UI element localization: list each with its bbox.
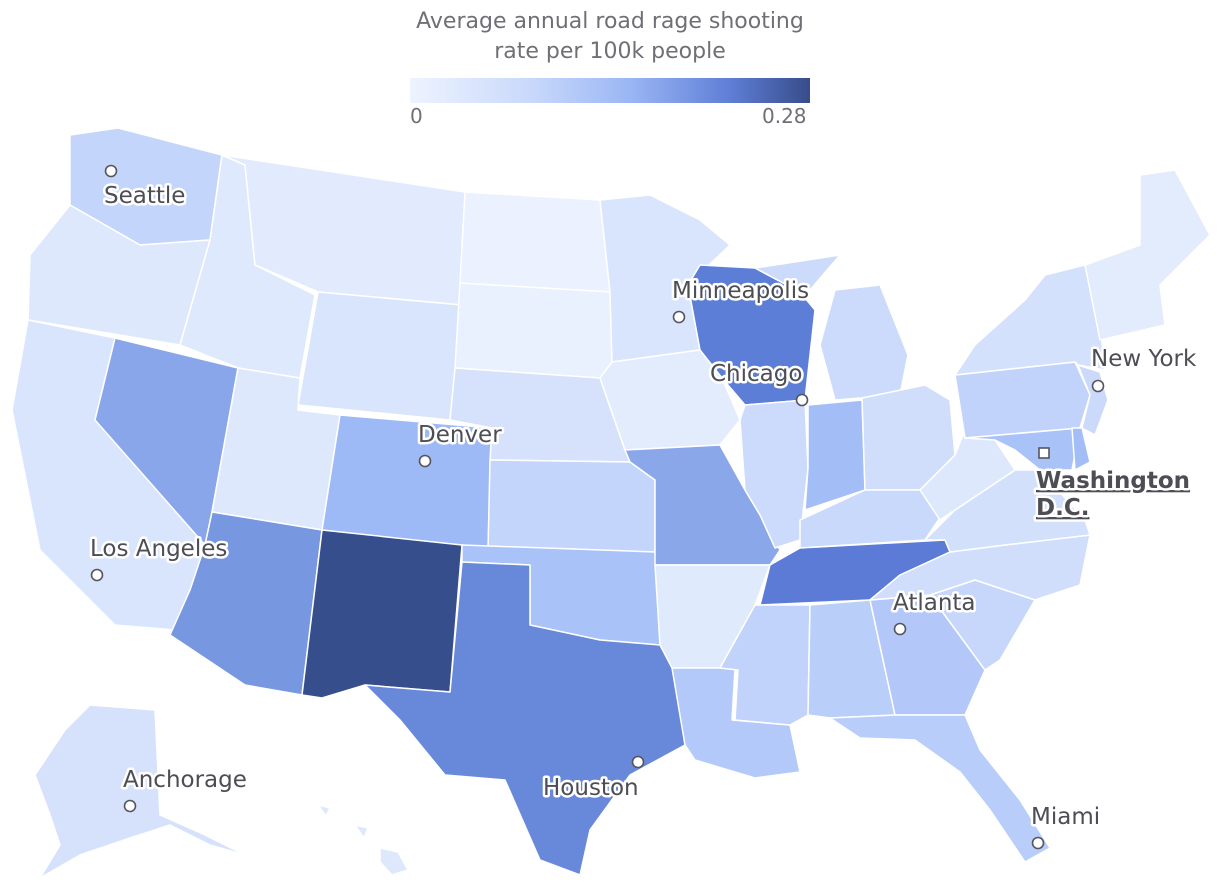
city-label-seattle: Seattle bbox=[104, 183, 185, 209]
state-alaska[interactable] bbox=[34, 704, 246, 879]
city-anchorage: Anchorage bbox=[121, 765, 249, 813]
state-south-dakota[interactable] bbox=[454, 282, 613, 379]
city-label-dc: D.C. bbox=[1036, 495, 1089, 521]
city-marker bbox=[90, 568, 104, 582]
city-marker bbox=[1091, 379, 1105, 393]
state-new-england[interactable] bbox=[1084, 169, 1211, 341]
city-label-chicago: Chicago bbox=[710, 361, 802, 387]
city-miami: Miami bbox=[1029, 802, 1103, 850]
city-marker bbox=[893, 622, 907, 636]
state-kansas[interactable] bbox=[487, 459, 656, 553]
city-marker bbox=[123, 799, 137, 813]
city-label-washington: Washington bbox=[1036, 468, 1190, 494]
city-marker bbox=[104, 164, 118, 178]
city-label-atlanta: Atlanta bbox=[893, 590, 976, 616]
legend-gradient-bar bbox=[410, 78, 810, 103]
city-marker bbox=[631, 755, 645, 769]
state-delaware[interactable] bbox=[1071, 427, 1091, 471]
state-louisiana[interactable] bbox=[671, 667, 801, 779]
city-chicago: Chicago bbox=[708, 359, 809, 407]
legend-title-line-2: rate per 100k people bbox=[494, 39, 726, 64]
city-houston: Houston bbox=[541, 755, 645, 804]
state-new-york[interactable] bbox=[954, 264, 1106, 376]
state-missouri[interactable] bbox=[624, 444, 781, 566]
state-hawaii[interactable] bbox=[317, 804, 409, 876]
state-north-dakota[interactable] bbox=[459, 191, 611, 293]
city-label-houston: Houston bbox=[543, 775, 639, 801]
state-indiana[interactable] bbox=[804, 399, 866, 511]
city-marker bbox=[795, 393, 809, 407]
city-marker bbox=[418, 454, 432, 468]
city-marker bbox=[672, 310, 686, 324]
state-new-mexico[interactable] bbox=[301, 529, 463, 699]
city-atlanta: Atlanta bbox=[891, 588, 978, 636]
city-label-los-angeles: Los Angeles bbox=[90, 536, 227, 562]
state-florida[interactable] bbox=[829, 714, 1051, 863]
city-label-anchorage: Anchorage bbox=[123, 767, 247, 793]
city-minneapolis: Minneapolis bbox=[670, 276, 812, 324]
city-washington-dc: Washington D.C. bbox=[1034, 447, 1193, 524]
capital-marker bbox=[1038, 447, 1050, 459]
legend-min-label: 0 bbox=[410, 104, 423, 128]
city-label-denver: Denver bbox=[418, 422, 502, 448]
legend-max-label: 0.28 bbox=[762, 104, 807, 128]
city-los-angeles: Los Angeles bbox=[88, 534, 230, 582]
city-label-new-york: New York bbox=[1091, 346, 1197, 372]
state-texas[interactable] bbox=[364, 561, 686, 876]
legend-title-line-1: Average annual road rage shooting bbox=[416, 9, 804, 34]
city-label-minneapolis: Minneapolis bbox=[672, 278, 809, 304]
city-new-york: New York bbox=[1089, 344, 1200, 393]
city-denver: Denver bbox=[416, 420, 505, 468]
city-label-miami: Miami bbox=[1031, 804, 1100, 830]
state-west-virginia[interactable] bbox=[919, 429, 1016, 521]
state-wyoming[interactable] bbox=[297, 291, 463, 421]
city-seattle: Seattle bbox=[102, 164, 188, 212]
city-marker bbox=[1031, 836, 1045, 850]
state-illinois[interactable] bbox=[739, 399, 809, 549]
